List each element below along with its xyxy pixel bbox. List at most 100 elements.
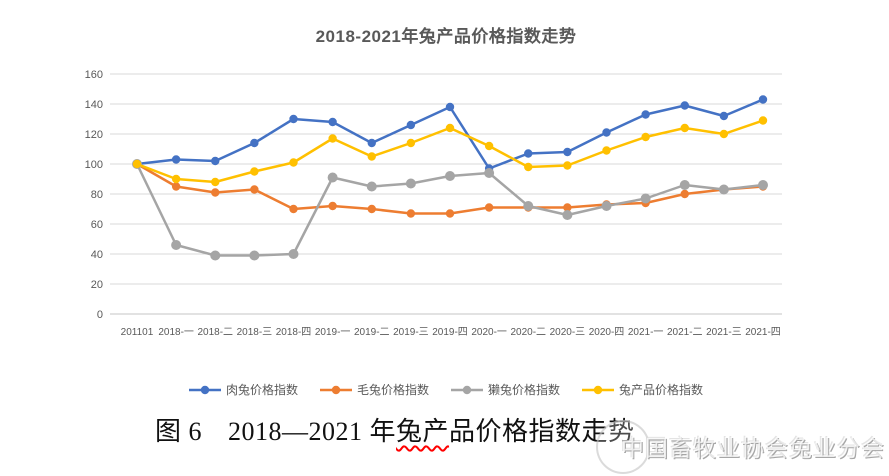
x-tick-label: 2019-三 [393, 327, 429, 338]
legend-item-兔产品价格指数: 兔产品价格指数 [582, 381, 703, 398]
data-point-獭兔价格指数 [562, 210, 573, 220]
x-tick-label: 2021-四 [745, 327, 781, 338]
data-point-毛兔价格指数 [171, 182, 181, 191]
data-point-肉兔价格指数 [211, 156, 220, 166]
data-point-獭兔价格指数 [249, 250, 260, 261]
data-point-毛兔价格指数 [445, 209, 455, 218]
data-point-兔产品价格指数 [328, 134, 337, 143]
data-point-獭兔价格指数 [484, 168, 495, 178]
data-point-兔产品价格指数 [563, 161, 572, 170]
data-point-兔产品价格指数 [211, 177, 220, 187]
data-point-獭兔价格指数 [327, 172, 338, 183]
data-point-兔产品价格指数 [406, 138, 416, 148]
x-tick-label: 2021-三 [706, 327, 742, 338]
data-point-獭兔价格指数 [210, 250, 221, 261]
legend-label: 兔产品价格指数 [619, 383, 704, 397]
x-tick-label: 2020-二 [510, 327, 546, 338]
legend-marker-icon [582, 385, 615, 394]
y-tick-label: 120 [85, 129, 103, 141]
data-point-兔产品价格指数 [641, 132, 650, 142]
data-point-獭兔价格指数 [445, 171, 455, 181]
data-point-肉兔价格指数 [602, 128, 611, 137]
data-point-兔产品价格指数 [289, 158, 298, 167]
data-point-毛兔价格指数 [680, 189, 689, 199]
data-point-肉兔价格指数 [563, 147, 572, 157]
data-point-獭兔价格指数 [171, 240, 182, 250]
x-tick-label: 2021-二 [667, 327, 703, 338]
data-point-肉兔价格指数 [406, 120, 416, 130]
legend-item-毛兔价格指数: 毛兔价格指数 [319, 381, 429, 398]
chart-legend: 肉兔价格指数 毛兔价格指数 獭兔价格指数 兔产品价格指数 [110, 381, 782, 398]
x-tick-label: 2019-一 [315, 327, 351, 338]
data-point-毛兔价格指数 [484, 203, 494, 212]
x-tick-label: 2019-四 [432, 327, 468, 338]
y-tick-label: 80 [91, 189, 103, 201]
x-tick-label: 2018-二 [197, 327, 233, 338]
price-index-line-chart: 0 20 40 60 80 100 120 140 160 201101 2018-一 2018-二 2… [85, 69, 782, 338]
legend-label: 獭兔价格指数 [488, 383, 561, 397]
data-point-獭兔价格指数 [640, 193, 651, 204]
legend-label: 毛兔价格指数 [356, 383, 429, 397]
data-point-肉兔价格指数 [289, 114, 298, 124]
y-tick-label: 160 [85, 69, 103, 81]
data-point-獭兔价格指数 [718, 184, 729, 195]
y-tick-label: 0 [97, 309, 103, 321]
legend-item-獭兔价格指数: 獭兔价格指数 [451, 381, 560, 398]
data-point-兔产品价格指数 [680, 123, 689, 133]
data-point-兔产品价格指数 [719, 129, 729, 139]
data-point-毛兔价格指数 [289, 204, 298, 214]
data-point-兔产品价格指数 [524, 162, 533, 172]
data-point-獭兔价格指数 [679, 180, 690, 190]
x-tick-label: 2018-一 [158, 327, 194, 338]
data-point-兔产品价格指数 [367, 152, 376, 161]
data-point-肉兔价格指数 [524, 149, 533, 158]
data-point-毛兔价格指数 [367, 204, 376, 214]
x-tick-label: 2019-二 [354, 327, 390, 338]
data-point-肉兔价格指数 [445, 102, 455, 112]
legend-marker-icon [188, 385, 221, 394]
data-point-肉兔价格指数 [171, 155, 181, 164]
data-point-獭兔价格指数 [758, 180, 768, 190]
y-tick-label: 100 [85, 159, 103, 171]
data-point-獭兔价格指数 [288, 249, 299, 259]
data-point-兔产品价格指数 [602, 146, 611, 155]
data-point-肉兔价格指数 [719, 111, 729, 121]
legend-marker-icon [319, 385, 352, 394]
data-point-肉兔价格指数 [367, 138, 376, 148]
x-tick-label: 2021-一 [628, 327, 664, 338]
figure-caption-text: 2018—2021 年 [228, 417, 397, 446]
data-point-毛兔价格指数 [563, 203, 572, 212]
figure-caption-spellcheck-wavy: 兔产 [396, 417, 450, 446]
x-tick-label: 2020-四 [589, 327, 625, 338]
data-point-毛兔价格指数 [328, 201, 337, 211]
x-tick-label: 2018-三 [237, 327, 273, 338]
data-point-肉兔价格指数 [641, 110, 650, 119]
legend-label: 肉兔价格指数 [225, 383, 298, 397]
data-point-獭兔价格指数 [405, 178, 416, 189]
x-tick-label: 201101 [121, 327, 154, 338]
y-tick-label: 140 [85, 99, 103, 111]
y-tick-label: 20 [91, 279, 103, 291]
legend-item-肉兔价格指数: 肉兔价格指数 [188, 381, 298, 398]
y-tick-label: 40 [91, 249, 103, 261]
data-point-肉兔价格指数 [250, 138, 259, 148]
data-point-兔产品价格指数 [484, 141, 494, 151]
x-tick-label: 2020-三 [550, 327, 586, 338]
data-point-肉兔价格指数 [680, 101, 689, 110]
watermark-logo-circle [596, 420, 650, 474]
data-point-兔产品价格指数 [132, 159, 142, 169]
data-point-兔产品价格指数 [445, 123, 455, 133]
watermark-text: 中国畜牧业协会兔业分会 [621, 435, 885, 461]
figure-caption: 图 6 2018—2021 年兔产品价格指数走势 [155, 411, 635, 448]
x-tick-label: 2020-一 [471, 327, 507, 338]
y-tick-label: 60 [91, 219, 103, 231]
data-point-兔产品价格指数 [171, 174, 181, 184]
chart-title: 2018-2021年兔产品价格指数走势 [315, 27, 577, 46]
data-point-兔产品价格指数 [758, 116, 768, 125]
x-tick-label: 2018-四 [276, 327, 312, 338]
data-point-肉兔价格指数 [328, 117, 337, 127]
data-point-毛兔价格指数 [211, 188, 220, 197]
data-point-毛兔价格指数 [250, 185, 259, 194]
data-point-獭兔价格指数 [523, 201, 534, 211]
